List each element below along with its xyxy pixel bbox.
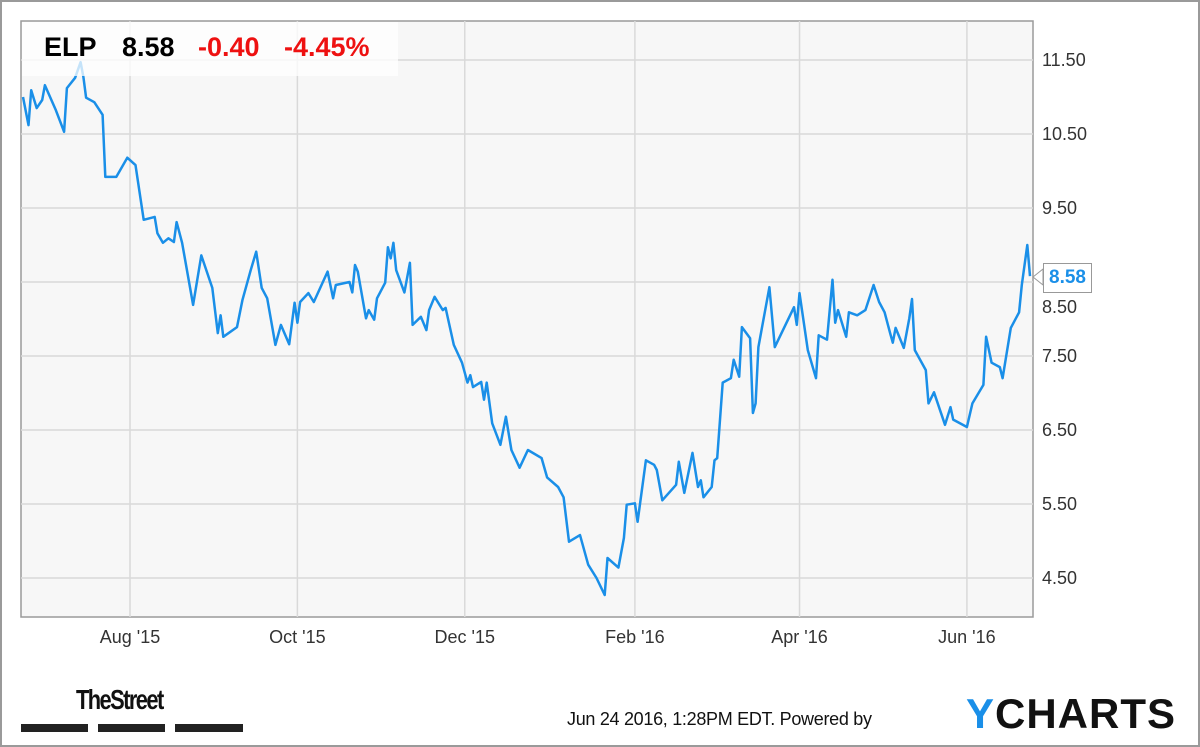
x-tick-label: Aug '15 (99, 627, 161, 647)
thestreet-logo: TheStreet (76, 684, 164, 715)
thestreet-logo-bar (175, 724, 243, 732)
ycharts-logo[interactable]: YCHARTS (966, 690, 1176, 738)
quote-header: ELP 8.58 -0.40 -4.45% (22, 22, 398, 76)
last-value-label: 8.58 (1043, 263, 1092, 293)
y-tick-label: 4.50 (1042, 568, 1078, 588)
y-tick-label: 10.50 (1042, 124, 1088, 144)
last-value-pointer (1032, 267, 1044, 287)
y-tick-label: 6.50 (1042, 420, 1078, 440)
x-tick-label: Apr '16 (771, 627, 828, 647)
x-tick-label: Dec '15 (434, 627, 495, 647)
quote-price: 8.58 (122, 32, 175, 62)
quote-change: -0.40 (198, 32, 260, 62)
thestreet-logo-bar (98, 724, 165, 732)
thestreet-logo-bar (21, 724, 88, 732)
x-tick-label: Jun '16 (938, 627, 996, 647)
y-tick-label: 11.50 (1042, 50, 1086, 70)
plot-area (20, 20, 1034, 618)
ycharts-logo-text: CHARTS (995, 690, 1177, 737)
y-tick-label: 7.50 (1042, 346, 1078, 366)
y-tick-label: 8.50 (1042, 297, 1078, 317)
timestamp-attribution: Jun 24 2016, 1:28PM EDT. Powered by (567, 709, 872, 729)
x-tick-label: Oct '15 (269, 627, 326, 647)
price-series-line (21, 60, 1032, 597)
quote-change-percent: -4.45% (284, 32, 370, 62)
ticker-symbol: ELP (44, 32, 97, 62)
y-tick-label: 5.50 (1042, 494, 1078, 514)
y-tick-label: 9.50 (1042, 198, 1078, 218)
ycharts-logo-y: Y (966, 690, 996, 737)
x-tick-label: Feb '16 (605, 627, 665, 647)
